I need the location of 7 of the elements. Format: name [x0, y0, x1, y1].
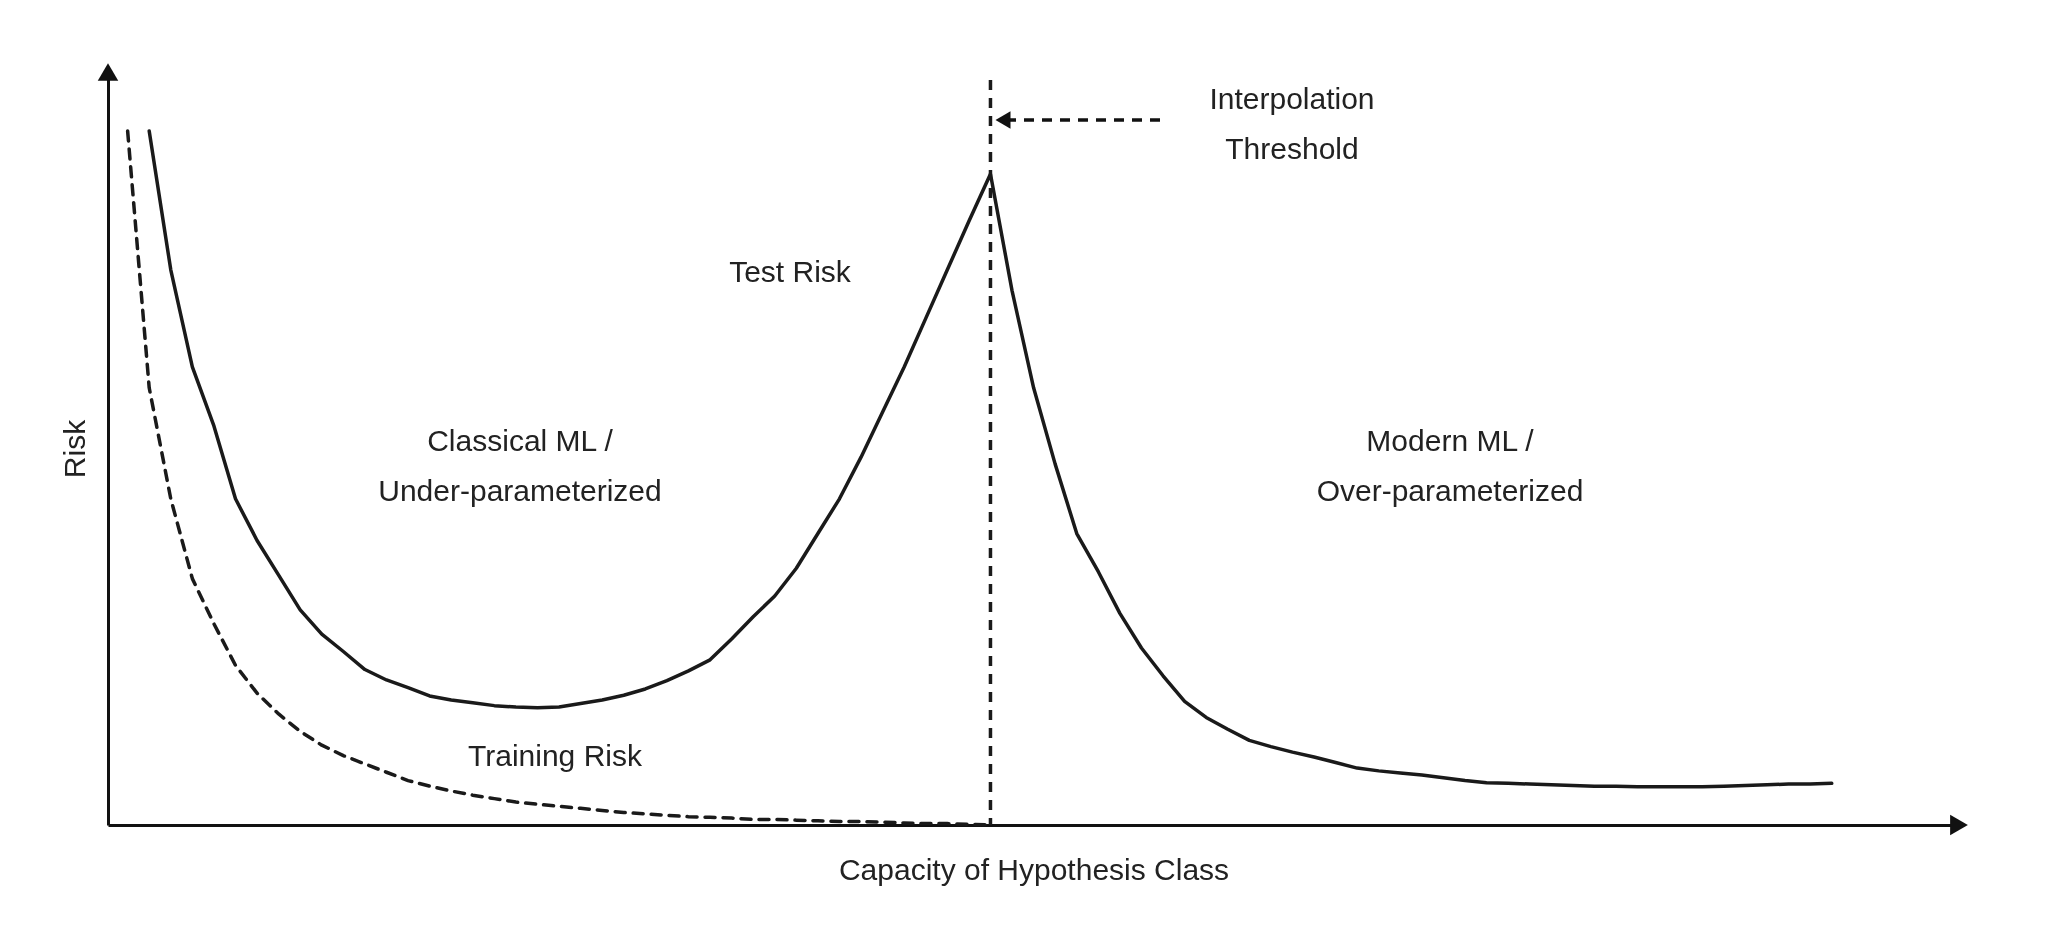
annotation: Modern ML / Over-parameterized: [1316, 424, 1584, 507]
text: Test Risk: [729, 255, 852, 288]
y-axis-title: Risk: [57, 418, 91, 479]
series-label: Training Risk: [468, 739, 643, 772]
text: Interpolation Threshold: [1209, 82, 1375, 165]
x-axis-title: Capacity of Hypothesis Class: [838, 852, 1230, 886]
annotation: Classical ML / Under-parameterized: [378, 424, 662, 507]
